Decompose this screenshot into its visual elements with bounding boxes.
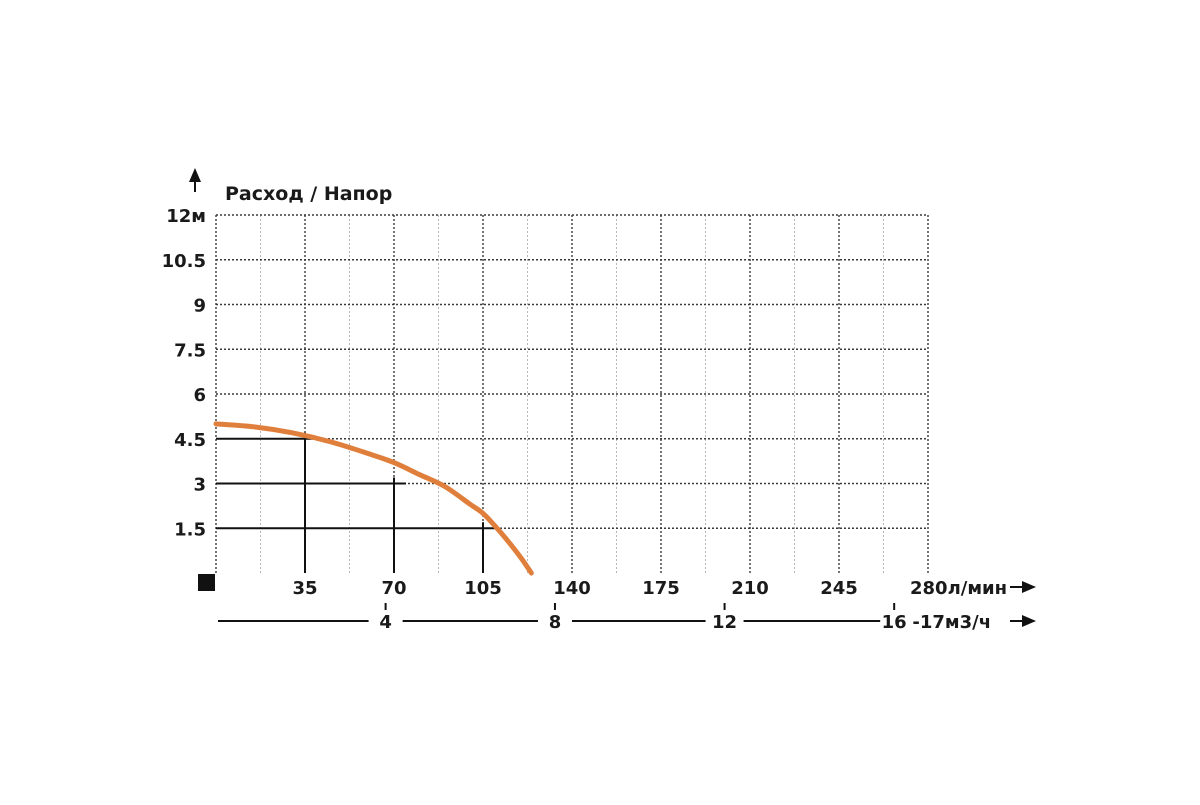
x-tick-label: 105: [464, 578, 502, 599]
x-tick-labels: 35 70 105 140 175 210 245 280л/мин: [292, 578, 1007, 599]
secondary-x-axis: 4 8 12 16 -17м3/ч: [218, 603, 991, 633]
y-tick-label: 7.5: [174, 340, 206, 361]
curve-layer: [213, 421, 534, 576]
x-tick-label: 210: [731, 578, 769, 599]
x-tick-label: 70: [381, 578, 406, 599]
y-tick-label: 12м: [166, 206, 206, 227]
operating-point-lines: [216, 432, 495, 573]
axes: Расход / Напор: [189, 168, 1036, 627]
x-axis-arrow-head: [1022, 581, 1036, 593]
x-tick-label: 280л/мин: [910, 578, 1007, 599]
origin-square: [198, 574, 215, 591]
secondary-x-tick-label: -17м3/ч: [912, 612, 991, 633]
x-tick-label: 35: [292, 578, 317, 599]
y-tick-label: 6: [193, 385, 206, 406]
x-tick-label: 140: [553, 578, 591, 599]
y-axis-arrow-head: [189, 168, 201, 182]
grid: [215, 214, 929, 573]
y-tick-labels: 1.5 3 4.5 6 7.5 9 10.5 12м: [162, 206, 206, 540]
secondary-x-tick-label: 16: [882, 612, 907, 633]
secondary-x-tick-label: 4: [379, 612, 392, 633]
chart-title: Расход / Напор: [225, 183, 392, 205]
x-tick-label: 175: [642, 578, 680, 599]
y-tick-label: 3: [193, 475, 206, 496]
y-tick-label: 4.5: [174, 430, 206, 451]
y-tick-label: 9: [193, 296, 206, 317]
secondary-x-tick-label: 12: [712, 612, 737, 633]
x-tick-label: 245: [820, 578, 858, 599]
y-tick-label: 1.5: [174, 519, 206, 540]
x2-axis-arrow-head: [1022, 615, 1036, 627]
pump-curve-line: [213, 421, 534, 576]
y-tick-label: 10.5: [162, 251, 206, 272]
secondary-x-tick-label: 8: [549, 612, 562, 633]
